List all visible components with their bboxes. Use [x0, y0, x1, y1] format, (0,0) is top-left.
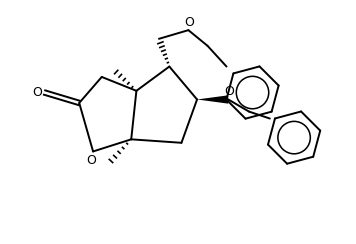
- Polygon shape: [197, 95, 228, 104]
- Text: O: O: [87, 154, 96, 167]
- Text: O: O: [184, 16, 194, 29]
- Text: O: O: [224, 85, 234, 98]
- Text: O: O: [32, 86, 42, 99]
